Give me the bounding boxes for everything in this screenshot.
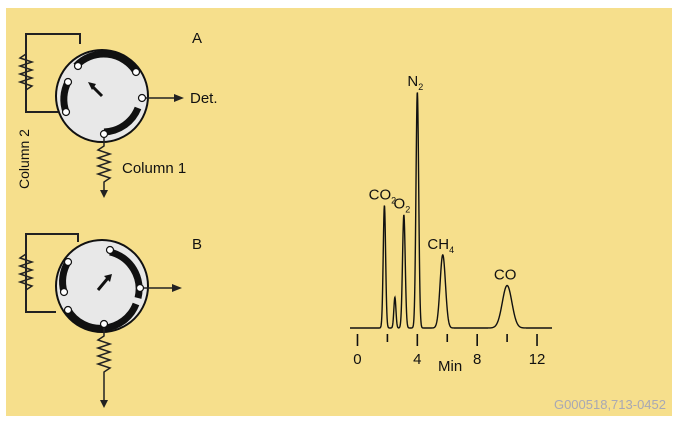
rotor-pointer-a <box>90 84 104 98</box>
rotor-pointer-b <box>96 277 110 291</box>
chromatogram-trace <box>350 92 552 329</box>
x-tick-label-12: 12 <box>529 351 546 368</box>
x-axis-label: Min <box>438 358 463 375</box>
column-2-loop-a <box>25 33 81 113</box>
x-tick-label-4: 4 <box>413 351 421 368</box>
valve-diagram-svg <box>17 33 184 408</box>
peak-label-5: CO <box>494 267 517 284</box>
valve-a <box>17 33 184 198</box>
column-2-label: Column 2 <box>15 129 32 189</box>
valve-b <box>17 233 182 408</box>
flow-arc-a-bottom <box>103 106 142 136</box>
x-tick-label-8: 8 <box>473 351 481 368</box>
column-1-coil-a <box>95 138 113 192</box>
peak-label-4: CH4 <box>427 236 454 255</box>
peak-label-3: N2 <box>407 73 423 92</box>
column-2-coil-b <box>17 253 35 291</box>
panel-b-label: B <box>192 236 203 253</box>
column-1-coil-b <box>95 328 113 402</box>
detector-label: Det. <box>190 90 218 107</box>
panel-a-label: A <box>192 30 203 47</box>
x-tick-label-0: 0 <box>353 351 361 368</box>
column-2-loop-b <box>25 233 79 313</box>
peak-label-2: O2 <box>394 196 411 215</box>
detector-arrow-b <box>172 284 182 292</box>
figure-panel: 0 4 8 12 CO2 O2 N2 CH4 CO A B Det. Column 1 Colu… <box>6 8 672 416</box>
column-1-label: Column 1 <box>122 160 187 177</box>
peak-label-0: CO2 <box>369 186 397 205</box>
flow-arc-a-top <box>73 50 139 74</box>
detector-arrow-a <box>174 94 184 102</box>
figure-code: G000518,713-0452 <box>553 397 666 412</box>
column-2-coil-a <box>17 53 35 91</box>
